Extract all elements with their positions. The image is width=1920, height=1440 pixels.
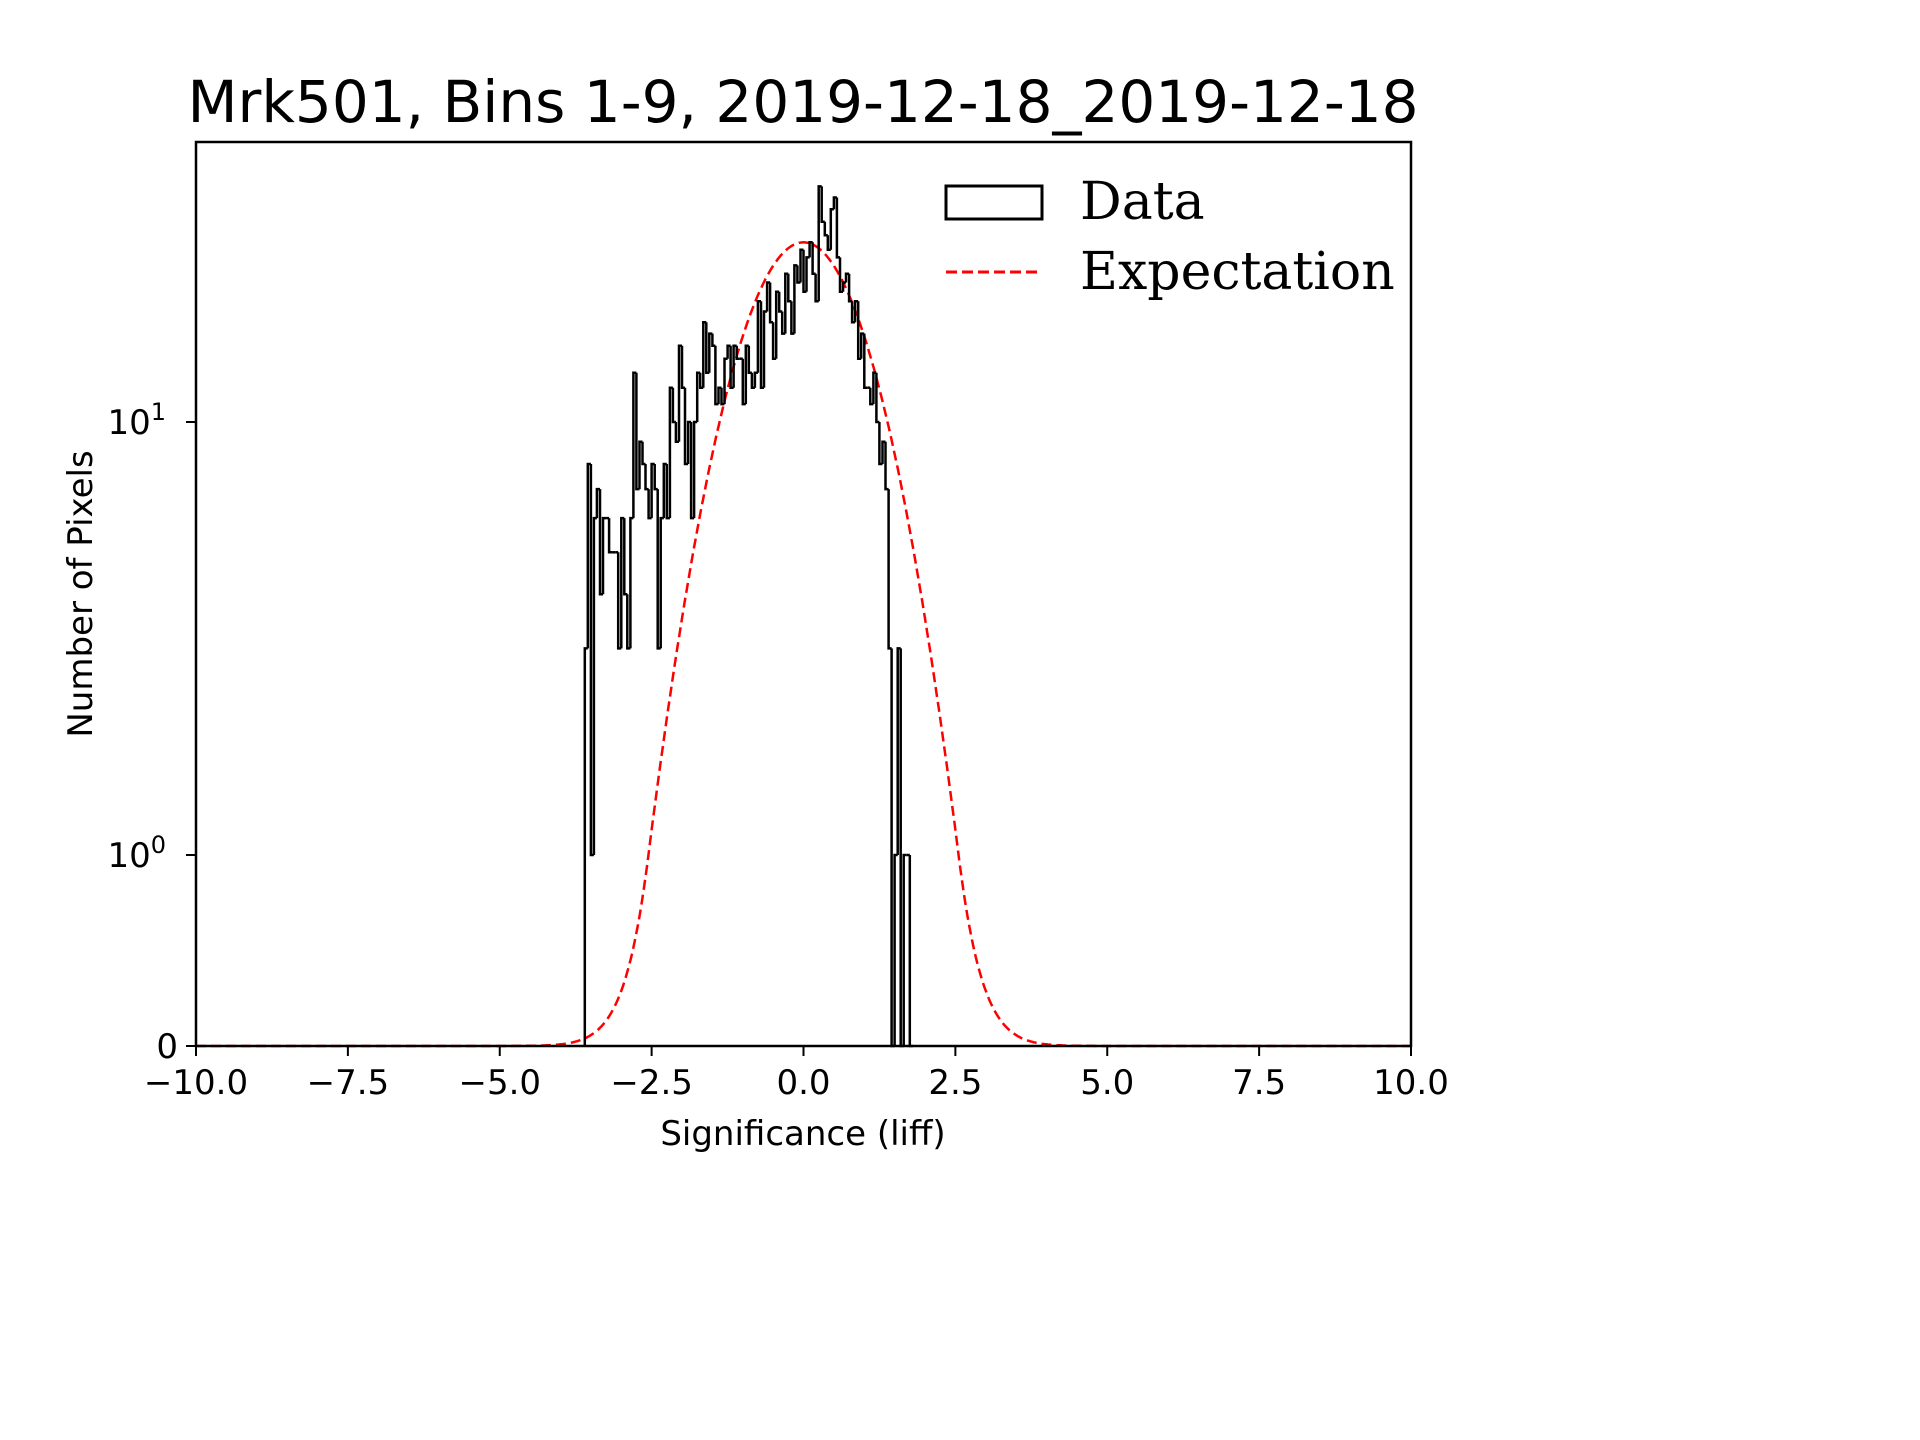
legend-expectation-label: Expectation [1080,242,1395,302]
histogram-bin [601,516,607,595]
x-axis-label: Significance (liff) [660,1114,945,1154]
chart-title: Mrk501, Bins 1-9, 2019-12-18_2019-12-18 [187,68,1418,136]
x-tick-label: 0.0 [776,1063,830,1103]
y-tick-label: 0 [156,1027,178,1067]
y-tick-label: 101 [107,398,166,443]
legend-data-label: Data [1080,172,1205,232]
x-tick-label: 10.0 [1373,1063,1449,1103]
x-tick-label: −7.5 [307,1063,390,1103]
histogram-bin [607,518,613,554]
legend-data-swatch [944,184,1044,221]
x-tick-label: 7.5 [1232,1063,1286,1103]
y-tick-label: 100 [107,831,166,876]
x-tick-label: −2.5 [610,1063,693,1103]
x-tick-label: 2.5 [928,1063,982,1103]
x-tick-label: 5.0 [1080,1063,1134,1103]
x-axis: −10.0 −7.5 −5.0 −2.5 0.0 2.5 5.0 7.5 10.0 [144,1046,1449,1103]
plot-area [194,140,1413,1048]
y-axis: 0 100 101 [107,398,196,1067]
x-tick-label: −5.0 [458,1063,541,1103]
histogram-bin [735,345,740,360]
x-tick-label: −10.0 [144,1063,248,1103]
histogram-bin [863,333,868,389]
y-axis-label: Number of Pixels [61,450,101,737]
legend: Data Expectation [944,172,1395,302]
histogram-bin [902,853,907,1046]
